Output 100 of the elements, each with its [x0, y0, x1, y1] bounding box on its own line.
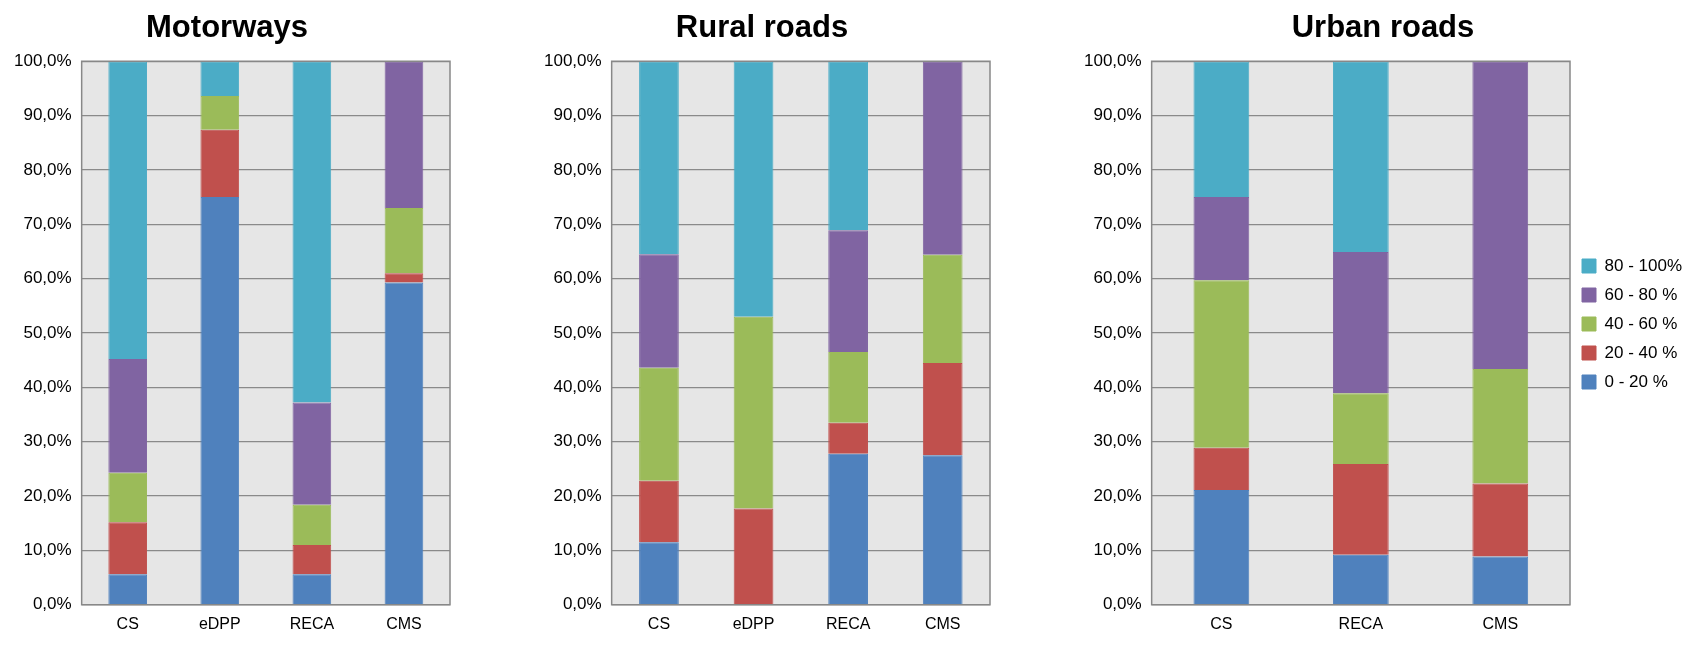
y-tick-label: 80,0% — [1093, 159, 1142, 179]
x-tick-label: RECA — [825, 614, 871, 632]
y-tick-label: 100,0% — [1083, 50, 1142, 70]
bar — [292, 402, 332, 505]
bar — [1193, 197, 1250, 281]
bar — [1332, 252, 1389, 394]
y-tick-label: 50,0% — [1093, 322, 1142, 342]
y-tick-label: 60,0% — [1093, 268, 1142, 288]
y-tick-label: 80,0% — [23, 159, 72, 179]
bar — [384, 273, 424, 283]
y-tick-label: 40,0% — [553, 377, 602, 397]
y-tick-label: 70,0% — [1093, 213, 1142, 233]
y-tick-label: 80,0% — [553, 159, 602, 179]
bar — [292, 574, 332, 605]
y-tick-label: 10,0% — [23, 540, 72, 560]
bar — [292, 504, 332, 545]
bar — [1193, 280, 1250, 448]
x-tick-label: eDPP — [732, 614, 775, 632]
bar — [1332, 554, 1389, 605]
legend-label: 80 - 100% — [1604, 255, 1682, 275]
bar — [922, 455, 963, 605]
y-tick-label: 20,0% — [23, 485, 72, 505]
bar — [108, 522, 148, 575]
y-tick-label: 100,0% — [543, 50, 602, 70]
chart-title: Motorways — [146, 9, 308, 45]
y-tick-label: 70,0% — [553, 213, 602, 233]
bar — [108, 472, 148, 523]
bar — [922, 362, 963, 456]
y-tick-label: 10,0% — [1093, 540, 1142, 560]
y-tick-label: 60,0% — [23, 268, 72, 288]
bar — [733, 61, 774, 317]
bar — [828, 352, 868, 423]
bar — [108, 574, 148, 605]
bar — [1193, 447, 1250, 491]
bar — [200, 129, 240, 198]
y-tick-label: 20,0% — [553, 485, 602, 505]
y-tick-label: 70,0% — [23, 213, 72, 233]
bar — [384, 207, 424, 274]
y-tick-label: 90,0% — [553, 105, 602, 125]
x-tick-label: RECA — [1338, 614, 1384, 632]
bar — [733, 316, 774, 509]
y-tick-label: 40,0% — [1093, 377, 1142, 397]
y-tick-label: 30,0% — [553, 431, 602, 451]
bar — [1332, 61, 1389, 252]
x-tick-label: CS — [647, 614, 671, 632]
y-tick-label: 0,0% — [562, 594, 602, 614]
bar — [1472, 483, 1529, 557]
y-tick-label: 20,0% — [1093, 485, 1142, 505]
x-tick-label: CS — [1210, 614, 1233, 632]
bar — [1472, 368, 1529, 484]
y-tick-label: 0,0% — [32, 594, 72, 614]
x-tick-label: CMS — [386, 614, 422, 632]
x-tick-label: CS — [116, 614, 139, 632]
bar — [200, 61, 240, 96]
bar — [1332, 464, 1389, 555]
y-tick-label: 0,0% — [1102, 594, 1142, 614]
legend-label: 0 - 20 % — [1604, 371, 1668, 391]
bar — [828, 453, 868, 605]
y-tick-label: 50,0% — [553, 322, 602, 342]
y-tick-label: 40,0% — [23, 377, 72, 397]
bar — [292, 545, 332, 575]
bar — [733, 508, 774, 605]
bar — [1193, 490, 1250, 605]
y-tick-label: 60,0% — [553, 268, 602, 288]
bar — [1472, 61, 1529, 369]
bar — [292, 61, 332, 403]
bar — [1193, 61, 1250, 198]
x-tick-label: CMS — [924, 614, 961, 632]
bar — [384, 282, 424, 605]
chart-title: Urban roads — [1291, 9, 1475, 45]
legend-label: 20 - 40 % — [1604, 342, 1678, 362]
x-tick-label: RECA — [289, 614, 335, 632]
bar — [108, 61, 148, 360]
bar — [1332, 393, 1389, 465]
x-tick-label: CMS — [1482, 614, 1519, 632]
bar — [384, 61, 424, 208]
bar — [639, 480, 679, 543]
legend-label: 60 - 80 % — [1604, 284, 1678, 304]
bar — [200, 197, 240, 605]
bar — [639, 254, 679, 368]
bar — [200, 95, 240, 130]
bar — [828, 61, 868, 231]
bar — [828, 422, 868, 454]
y-tick-label: 30,0% — [23, 431, 72, 451]
bar — [108, 359, 148, 473]
chart-title: Rural roads — [675, 9, 849, 45]
x-tick-label: eDPP — [198, 614, 241, 632]
bar — [922, 61, 963, 255]
bar — [639, 367, 679, 481]
y-tick-label: 10,0% — [553, 540, 602, 560]
y-tick-label: 100,0% — [13, 50, 72, 70]
y-tick-label: 90,0% — [23, 105, 72, 125]
bar — [1472, 556, 1529, 605]
y-tick-label: 30,0% — [1093, 431, 1142, 451]
bar — [922, 254, 963, 363]
bar — [639, 542, 679, 605]
y-tick-label: 50,0% — [23, 322, 72, 342]
y-tick-label: 90,0% — [1093, 105, 1142, 125]
bar — [639, 61, 679, 255]
bar — [828, 230, 868, 353]
